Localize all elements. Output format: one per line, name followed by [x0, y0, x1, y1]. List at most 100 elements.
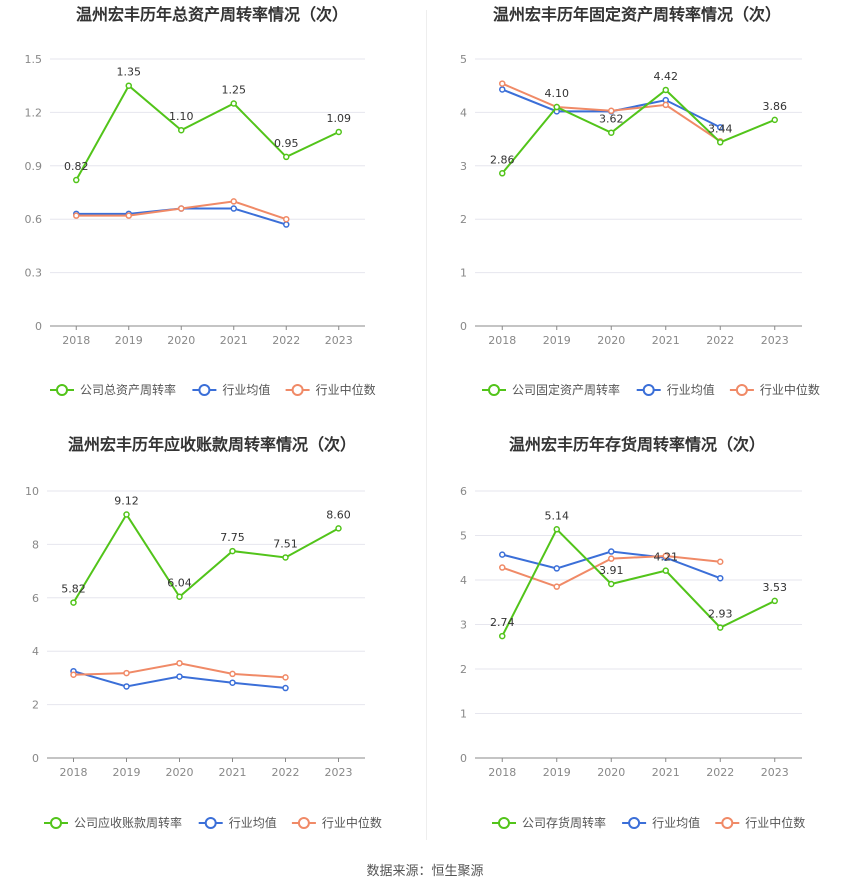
data-point — [717, 574, 724, 582]
y-tick-label: 5 — [460, 530, 467, 543]
y-tick-label: 4 — [32, 645, 39, 658]
data-point — [125, 212, 132, 219]
y-tick-label: 1 — [460, 267, 467, 280]
legend-marker — [498, 817, 510, 829]
y-tick-label: 0 — [460, 752, 467, 765]
chart-title: 温州宏丰历年存货周转率情况（次） — [508, 435, 765, 454]
data-label: 3.86 — [763, 100, 788, 113]
data-point — [70, 599, 77, 606]
x-tick-label: 2018 — [488, 334, 516, 347]
data-point — [553, 103, 560, 111]
y-tick-label: 0 — [35, 320, 42, 333]
data-point — [499, 170, 506, 177]
chart-panel-inventory-turnover: 温州宏丰历年存货周转率情况（次） 0 1 2 3 4 5 6 2018 2019 2020 2021 2… — [425, 430, 850, 855]
legend-label: 行业均值 — [652, 815, 700, 830]
data-label: 2.86 — [490, 153, 515, 166]
chart-panel-receivables-turnover: 温州宏丰历年应收账款周转率情况（次） 0 2 4 6 8 10 2018 2019 2020 202… — [0, 430, 425, 855]
data-point — [771, 597, 778, 605]
y-tick-label: 10 — [25, 485, 39, 498]
legend-marker — [204, 817, 217, 829]
data-point — [662, 101, 669, 109]
series-line — [501, 88, 776, 174]
data-label: 0.82 — [64, 160, 89, 173]
legend-marker — [735, 384, 748, 396]
data-label: 9.12 — [114, 494, 139, 507]
data-label: 6.04 — [167, 577, 192, 590]
chart-title: 温州宏丰历年固定资产周转率情况（次） — [492, 5, 781, 24]
data-label: 8.60 — [326, 508, 351, 521]
legend-label: 行业均值 — [229, 815, 277, 830]
data-label: 1.10 — [169, 110, 194, 123]
legend-marker — [721, 817, 734, 829]
x-tick-label: 2021 — [220, 334, 248, 347]
data-point — [123, 683, 130, 690]
series-line — [501, 527, 776, 637]
data-point — [608, 580, 615, 588]
y-tick-label: 0.9 — [25, 160, 43, 173]
legend-marker — [198, 384, 211, 396]
data-label: 1.25 — [222, 84, 247, 97]
x-tick-label: 2019 — [113, 766, 141, 779]
y-tick-label: 1.5 — [25, 53, 43, 66]
data-point — [662, 552, 669, 560]
legend-label: 行业均值 — [222, 382, 270, 397]
data-point — [717, 558, 724, 566]
y-tick-label: 1 — [460, 708, 467, 721]
y-tick-label: 2 — [460, 213, 467, 226]
x-tick-label: 2019 — [543, 766, 571, 779]
y-tick-label: 2 — [460, 663, 467, 676]
data-point — [70, 671, 77, 678]
data-point — [608, 107, 615, 115]
legend-marker — [642, 384, 655, 396]
y-tick-label: 6 — [32, 592, 39, 605]
legend-marker — [56, 384, 68, 396]
data-point — [499, 632, 506, 640]
data-point — [176, 673, 183, 680]
data-label: 4.42 — [654, 70, 679, 83]
chart-svg: 温州宏丰历年存货周转率情况（次） 0 1 2 3 4 5 6 2018 2019 2020 2021 2… — [460, 435, 805, 830]
legend-label: 公司固定资产周转率 — [512, 382, 620, 397]
chart-svg: 温州宏丰历年应收账款周转率情况（次） 0 2 4 6 8 10 2018 2019 2020 202… — [25, 435, 382, 830]
data-point — [123, 669, 130, 677]
x-tick-label: 2018 — [60, 766, 88, 779]
y-tick-label: 0 — [460, 320, 467, 333]
y-tick-label: 6 — [460, 485, 467, 498]
data-point — [229, 670, 236, 678]
chart-svg: 温州宏丰历年固定资产周转率情况（次） 0 1 2 3 4 5 2018 2019 2020 2021… — [460, 5, 820, 397]
x-tick-label: 2020 — [166, 766, 194, 779]
data-point — [499, 86, 506, 93]
x-tick-label: 2020 — [597, 334, 625, 347]
y-tick-label: 3 — [460, 619, 467, 632]
x-tick-label: 2021 — [652, 334, 680, 347]
series-line — [75, 84, 340, 181]
legend-label: 行业中位数 — [316, 382, 376, 397]
data-point — [283, 215, 290, 223]
x-tick-label: 2021 — [652, 766, 680, 779]
legend-label: 公司应收账款周转率 — [74, 815, 182, 830]
data-point — [283, 221, 290, 228]
data-label: 1.35 — [117, 66, 142, 79]
y-tick-label: 0 — [32, 752, 39, 765]
x-tick-label: 2019 — [543, 334, 571, 347]
data-point — [662, 567, 669, 574]
data-point — [178, 126, 185, 134]
legend-label: 行业均值 — [667, 382, 715, 397]
data-point — [283, 153, 290, 161]
x-tick-label: 2022 — [272, 334, 300, 347]
data-point — [73, 176, 80, 184]
data-label: 4.10 — [545, 87, 570, 100]
data-point — [282, 674, 289, 681]
data-label: 2.93 — [708, 608, 733, 621]
series-line — [72, 512, 339, 604]
data-point — [335, 525, 342, 532]
legend-label: 公司总资产周转率 — [80, 382, 176, 397]
data-point — [662, 86, 669, 94]
data-label: 5.14 — [545, 509, 570, 522]
data-point — [717, 624, 724, 631]
legend-marker — [488, 384, 500, 396]
y-tick-label: 8 — [32, 538, 39, 551]
y-tick-label: 5 — [460, 53, 467, 66]
data-point — [499, 551, 506, 558]
data-point — [608, 548, 615, 555]
x-tick-label: 2020 — [167, 334, 195, 347]
